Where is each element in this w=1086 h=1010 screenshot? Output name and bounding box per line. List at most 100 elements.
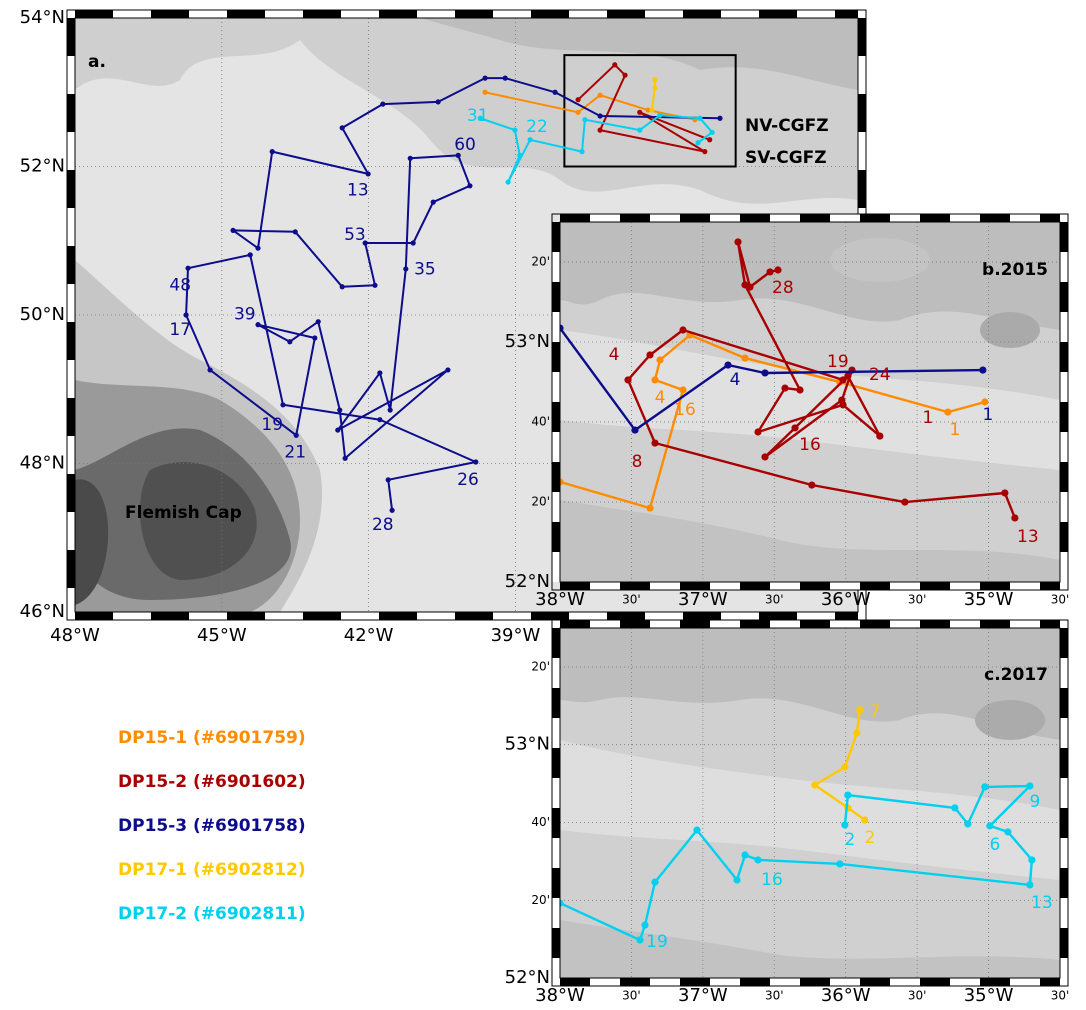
region-label: Flemish Cap <box>125 503 242 523</box>
float-profile <box>335 427 341 433</box>
profile-number: 2 <box>864 828 875 848</box>
legend-entry: DP15-3 (#6901758) <box>118 816 306 836</box>
x-tick-label: 30' <box>765 989 784 1003</box>
y-tick-label: 40' <box>531 414 550 428</box>
x-tick-label: 37°W <box>678 589 728 610</box>
x-tick-label: 36°W <box>821 589 871 610</box>
profile-number: 19 <box>261 415 283 435</box>
float-profile <box>380 101 386 107</box>
float-profile <box>255 245 261 251</box>
float-profile <box>435 99 441 105</box>
float-profile <box>781 384 789 392</box>
float-profile <box>979 366 987 374</box>
float-profile <box>876 432 884 440</box>
float-profile <box>255 322 261 328</box>
float-profile <box>724 361 732 369</box>
float-profile <box>841 821 849 829</box>
float-profile <box>407 155 413 161</box>
bathymetry <box>560 222 1060 582</box>
float-profile <box>774 266 782 274</box>
y-tick-label: 54°N <box>20 7 65 28</box>
profile-number: 7 <box>869 702 880 722</box>
float-profile <box>372 282 378 288</box>
frame-outline <box>559 627 1061 979</box>
float-profile <box>646 504 654 512</box>
float-profile <box>754 428 762 436</box>
float-profile <box>505 179 511 185</box>
float-profile <box>641 921 649 929</box>
x-tick-label: 38°W <box>535 985 585 1006</box>
profile-number: 24 <box>869 365 891 385</box>
float-profile <box>512 127 518 133</box>
profile-number: 39 <box>234 304 256 324</box>
float-profile <box>856 706 864 714</box>
panel-label: a. <box>88 52 106 72</box>
profile-number: 13 <box>1017 527 1039 547</box>
profile-number: 1 <box>949 420 960 440</box>
float-profile <box>365 171 371 177</box>
float-profile <box>637 109 643 115</box>
float-profile <box>342 455 348 461</box>
float-profile <box>1026 782 1034 790</box>
float-profile <box>697 115 703 121</box>
float-profile <box>517 152 523 158</box>
float-profile <box>761 453 769 461</box>
float-profile <box>455 152 461 158</box>
y-tick-label: 20' <box>531 659 550 673</box>
profile-number: 13 <box>1031 893 1053 913</box>
float-profile <box>944 408 952 416</box>
float-profile <box>649 107 655 113</box>
frame-outline <box>551 619 1069 987</box>
float-profile <box>362 240 368 246</box>
float-profile <box>656 356 664 364</box>
float-profile <box>717 115 723 121</box>
float-profile <box>377 417 383 423</box>
float-profile <box>709 129 715 135</box>
float-profile <box>766 268 774 276</box>
y-tick-label: 48°N <box>20 453 65 474</box>
float-profile <box>657 112 663 118</box>
float-profile <box>403 266 409 272</box>
profile-number: 21 <box>284 442 306 462</box>
float-profile <box>477 115 483 121</box>
frame-outline <box>559 221 1061 583</box>
profile-number: 16 <box>674 400 696 420</box>
panel-c: c.2017 7 2 19 16 13 6 9 2 38°W 30' 37°W 30' 36°W 30' 3… <box>505 619 1069 1006</box>
float-profile <box>964 820 972 828</box>
profile-number: 19 <box>646 932 668 952</box>
float-profile <box>707 137 713 143</box>
float-profile <box>646 351 654 359</box>
legend-entry: DP17-2 (#6902811) <box>118 904 306 924</box>
float-profile <box>981 783 989 791</box>
float-profile <box>575 109 581 115</box>
float-profile <box>579 149 585 155</box>
float-profile <box>679 386 687 394</box>
profile-number: 17 <box>169 320 191 340</box>
panel-b: b.2015 4 1 13 8 4 16 19 24 1 28 4 16 1 38°W 30' 37°W 30'… <box>505 213 1070 610</box>
profile-number: 9 <box>1029 792 1040 812</box>
y-tick-label: 52°N <box>20 156 65 177</box>
profile-number: 26 <box>457 470 479 490</box>
float-profile <box>377 370 383 376</box>
profile-number: 35 <box>414 260 436 280</box>
float-profile <box>844 791 852 799</box>
profile-number: 4 <box>655 388 666 408</box>
float-profile <box>702 149 708 155</box>
float-profile <box>467 183 473 189</box>
float-profile <box>445 367 451 373</box>
region-label: NV-CGFZ <box>745 116 829 136</box>
y-tick-label: 53°N <box>505 331 550 352</box>
float-profile <box>636 936 644 944</box>
panel-label: c.2017 <box>984 665 1048 685</box>
float-profile <box>293 432 299 438</box>
profile-number: 53 <box>344 225 366 245</box>
float-profile <box>645 107 651 113</box>
region-label: SV-CGFZ <box>745 148 827 168</box>
float-profile <box>207 367 213 373</box>
x-tick-label: 45°W <box>197 625 247 646</box>
x-tick-label: 30' <box>622 989 641 1003</box>
x-tick-label: 36°W <box>821 985 871 1006</box>
x-tick-label: 30' <box>1051 593 1070 607</box>
inset-box <box>563 54 737 168</box>
